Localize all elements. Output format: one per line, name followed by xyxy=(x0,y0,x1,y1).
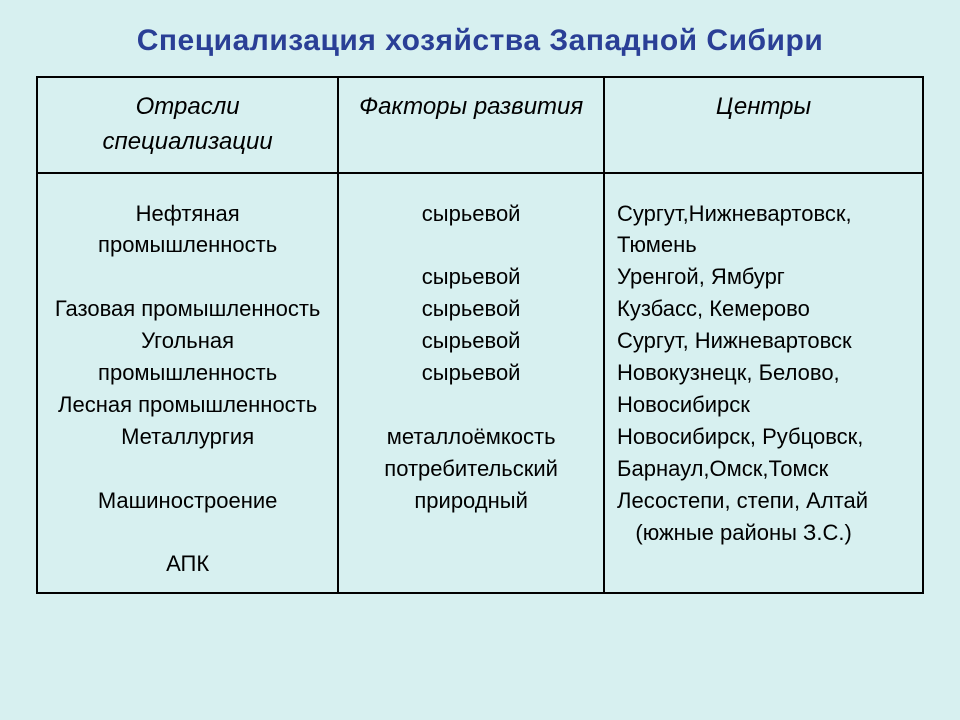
specialization-table: Отрасли специализации Факторы развития Ц… xyxy=(36,76,924,594)
industry-line: Металлургия xyxy=(50,421,325,453)
table-header-row: Отрасли специализации Факторы развития Ц… xyxy=(37,77,923,173)
col-header-centers: Центры xyxy=(604,77,923,173)
center-line: Тюмень xyxy=(617,229,910,261)
industry-line xyxy=(50,453,325,485)
table-body-row: Нефтяная промышленность Газовая промышле… xyxy=(37,173,923,594)
cell-centers: Сургут,Нижневартовск, Тюмень Уренгой, Ям… xyxy=(604,173,923,594)
center-line: Барнаул,Омск,Томск xyxy=(617,453,910,485)
center-line: Новокузнецк, Белово, xyxy=(617,357,910,389)
cell-factors: сырьевой сырьевой сырьевой сырьевой сырь… xyxy=(338,173,604,594)
center-line: Лесостепи, степи, Алтай xyxy=(617,485,910,517)
center-line: Новосибирск, Рубцовск, xyxy=(617,421,910,453)
factor-line: металлоёмкость xyxy=(351,421,591,453)
col-header-factors: Факторы развития xyxy=(338,77,604,173)
center-line: Уренгой, Ямбург xyxy=(617,261,910,293)
factor-line: сырьевой xyxy=(351,261,591,293)
slide: Специализация хозяйства Западной Сибири … xyxy=(0,0,960,720)
center-line: Кузбасс, Кемерово xyxy=(617,293,910,325)
industry-line xyxy=(50,517,325,549)
factor-line: природный xyxy=(351,485,591,517)
industry-line xyxy=(50,261,325,293)
factor-line xyxy=(351,389,591,421)
center-line: Сургут, Нижневартовск xyxy=(617,325,910,357)
industry-line: Угольная промышленность xyxy=(50,325,325,389)
industry-line: Газовая промышленность xyxy=(50,293,325,325)
page-title: Специализация хозяйства Западной Сибири xyxy=(36,24,924,58)
factor-line: сырьевой xyxy=(351,357,591,389)
center-line: Новосибирск xyxy=(617,389,910,421)
cell-industries: Нефтяная промышленность Газовая промышле… xyxy=(37,173,338,594)
industry-line: АПК xyxy=(50,548,325,580)
factor-line xyxy=(351,229,591,261)
factor-line: сырьевой xyxy=(351,325,591,357)
center-line: (южные районы З.С.) xyxy=(617,517,910,549)
industry-line: Машиностроение xyxy=(50,485,325,517)
industry-line: Нефтяная промышленность xyxy=(50,198,325,262)
factor-line: потребительский xyxy=(351,453,591,485)
col-header-industries: Отрасли специализации xyxy=(37,77,338,173)
factor-line: сырьевой xyxy=(351,293,591,325)
factor-line: сырьевой xyxy=(351,198,591,230)
industry-line: Лесная промышленность xyxy=(50,389,325,421)
center-line: Сургут,Нижневартовск, xyxy=(617,198,910,230)
